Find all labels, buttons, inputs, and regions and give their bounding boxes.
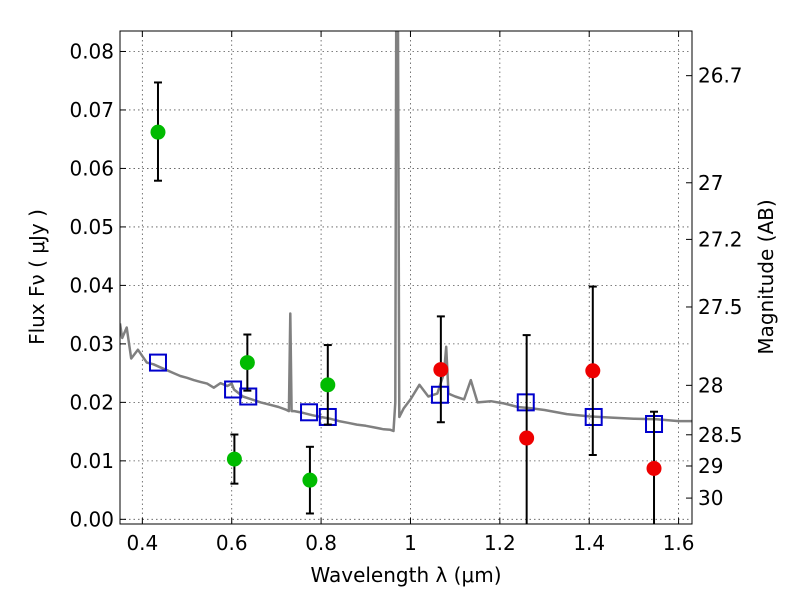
y-tick-label: 0.08 xyxy=(69,39,114,63)
y-tick-label: 0.01 xyxy=(69,449,114,473)
x-tick-label: 1.6 xyxy=(663,531,695,555)
grid xyxy=(120,31,692,524)
y-tick-label: 0.05 xyxy=(69,215,114,239)
magnitude-tick-label: 28 xyxy=(698,373,723,397)
magnitude-tick-label: 27.2 xyxy=(698,227,743,251)
magnitude-tick-label: 29 xyxy=(698,454,723,478)
sed-model-line xyxy=(120,31,692,433)
observed-flux-point xyxy=(239,355,255,371)
magnitude-tick-label: 27 xyxy=(698,171,723,195)
observed-flux-point xyxy=(646,460,662,476)
ticks: 0.4 0.6 0.8 1 1.2 1.4 1.6 0.00 0.01 0.02 0.03 0.04 0… xyxy=(69,31,743,555)
x-axis-label: Wavelength λ (μm) xyxy=(310,563,501,587)
y-tick-label: 0.06 xyxy=(69,156,114,180)
x-tick-label: 1.4 xyxy=(573,531,605,555)
plot-content xyxy=(120,31,692,524)
magnitude-tick-label: 30 xyxy=(698,486,723,510)
plot-frame xyxy=(119,30,693,525)
y-tick-label: 0.04 xyxy=(69,273,114,297)
observed-flux-point xyxy=(320,377,336,393)
x-tick-label: 1.2 xyxy=(484,531,516,555)
magnitude-tick-label: 26.7 xyxy=(698,64,743,88)
model-photometry-square xyxy=(148,353,167,372)
y-tick-label: 0.00 xyxy=(69,507,114,531)
magnitude-axis-label: Magnitude (AB) xyxy=(754,199,778,354)
y-tick-label: 0.03 xyxy=(69,332,114,356)
observed-flux-point xyxy=(302,472,318,488)
x-tick-label: 0.4 xyxy=(126,531,158,555)
x-tick-label: 1 xyxy=(404,531,417,555)
magnitude-tick-label: 27.5 xyxy=(698,295,743,319)
magnitude-tick-label: 28.5 xyxy=(698,423,743,447)
y-axis-label: Flux Fν ( μJy ) xyxy=(25,209,49,345)
observed-flux-point xyxy=(585,363,601,379)
observed-flux-point xyxy=(519,430,535,446)
observed-flux-point xyxy=(226,451,242,467)
observed-flux-point xyxy=(433,362,449,378)
plot-background xyxy=(120,31,692,524)
y-tick-label: 0.02 xyxy=(69,390,114,414)
model-photometry-square xyxy=(300,403,319,422)
x-tick-label: 0.8 xyxy=(305,531,337,555)
y-tick-label: 0.07 xyxy=(69,98,114,122)
observed-flux-point xyxy=(150,124,166,140)
x-tick-label: 0.6 xyxy=(216,531,248,555)
